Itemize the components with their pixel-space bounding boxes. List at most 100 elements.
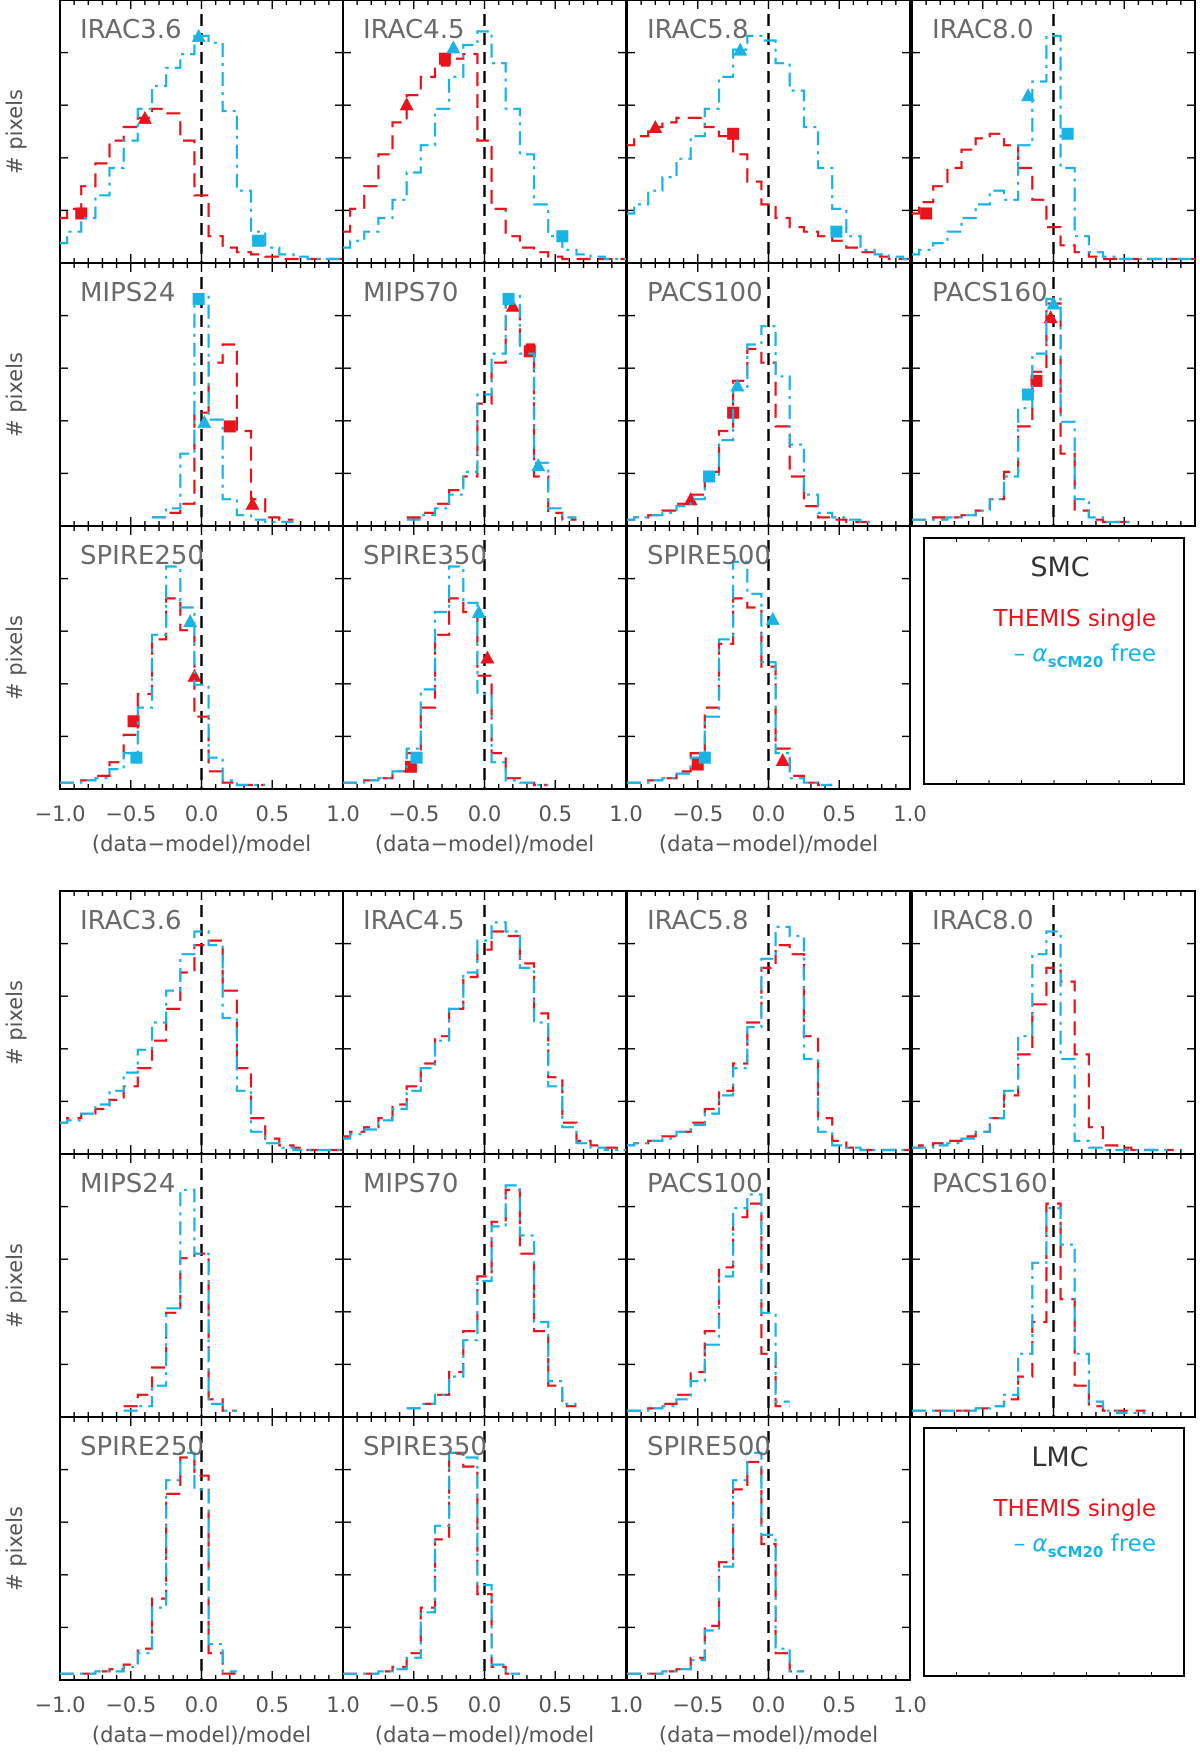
themis-single-series — [343, 597, 549, 787]
x-tick-label: −1.0 — [35, 1693, 86, 1717]
alpha-free-series — [912, 297, 1132, 524]
triangle-marker — [183, 614, 198, 628]
panel-irac3.6: IRAC3.6 — [59, 0, 344, 264]
panel-label: IRAC3.6 — [80, 15, 182, 45]
themis-single-series — [406, 1188, 577, 1410]
y-axis-title: # pixels — [3, 1243, 27, 1328]
x-axis-title: (data−model)/model — [92, 1723, 311, 1747]
alpha-free-series — [627, 1193, 790, 1412]
panel-label: SPIRE500 — [647, 1432, 771, 1462]
panel-irac5.8: IRAC5.8 — [626, 0, 911, 264]
square-marker — [130, 751, 143, 764]
panel-label: MIPS70 — [363, 278, 458, 308]
alpha-free-series — [912, 930, 1174, 1152]
panel-pacs160: PACS160 — [911, 1153, 1196, 1418]
panel-spire350: SPIRE350 — [342, 1416, 627, 1681]
x-tick-label: −0.5 — [672, 802, 723, 826]
triangle-marker — [187, 668, 202, 682]
panel-pacs160: PACS160 — [911, 262, 1196, 527]
panel-irac8.0: IRAC8.0 — [911, 0, 1196, 264]
figure-block-smc: # pixels # pixels # pixels IRAC3.6 IRAC4.5 IR… — [3, 0, 1196, 856]
x-tick-label: 0.0 — [752, 802, 785, 826]
panel-irac5.8: IRAC5.8 — [626, 890, 911, 1155]
alpha-free-series — [60, 930, 343, 1152]
panel-label: IRAC5.8 — [647, 15, 749, 45]
panel-label: SPIRE350 — [363, 1432, 487, 1462]
themis-single-series — [912, 966, 1174, 1152]
panel-label: SPIRE500 — [647, 541, 771, 571]
figure-block-lmc: # pixels # pixels # pixels IRAC3.6 IRAC4.5 IR… — [3, 890, 1196, 1747]
panel-spire500: SPIRE500 — [626, 525, 911, 790]
x-axis-title: (data−model)/model — [659, 832, 878, 856]
square-marker — [410, 751, 423, 764]
themis-single-series — [152, 343, 294, 521]
panel-spire250: SPIRE250 — [59, 1416, 344, 1681]
alpha-symbol: α — [1032, 1531, 1047, 1557]
triangle-marker — [191, 28, 206, 42]
panel-mips70: MIPS70 — [342, 1153, 627, 1418]
panel-spire500: SPIRE500 — [626, 1416, 911, 1681]
square-marker — [75, 207, 88, 220]
panel-pacs100: PACS100 — [626, 1153, 911, 1418]
y-axis-title: # pixels — [3, 352, 27, 437]
panel-label: IRAC8.0 — [932, 15, 1034, 45]
panel-label: IRAC4.5 — [363, 906, 465, 936]
alpha-free-series — [406, 1184, 577, 1410]
triangle-marker — [480, 650, 495, 664]
panel-label: MIPS24 — [80, 278, 175, 308]
alpha-free-series — [343, 1451, 520, 1675]
x-tick-label: 1.0 — [893, 1693, 926, 1717]
panel-pacs100: PACS100 — [626, 262, 911, 527]
x-tick-label: 0.0 — [185, 1693, 218, 1717]
square-marker — [438, 52, 451, 65]
x-tick-label: 1.0 — [326, 1693, 359, 1717]
legend-suffix: free — [1103, 641, 1156, 667]
triangle-marker — [1043, 310, 1058, 324]
panel-label: IRAC3.6 — [80, 906, 182, 936]
themis-single-series — [343, 1451, 520, 1675]
themis-single-series — [60, 939, 343, 1152]
legend-title: LMC — [1031, 1442, 1088, 1473]
triangle-marker — [446, 40, 461, 54]
triangle-marker — [245, 496, 260, 510]
triangle-marker — [399, 97, 414, 111]
themis-single-series — [627, 1460, 804, 1675]
x-tick-label: 0.5 — [256, 802, 289, 826]
panel-label: PACS100 — [647, 278, 763, 308]
legend-entry-themis: THEMIS single — [992, 1496, 1156, 1522]
legend-subscript: sCM20 — [1048, 653, 1104, 671]
themis-single-series — [912, 1202, 1146, 1412]
panel-label: MIPS70 — [363, 1169, 458, 1199]
x-tick-label: −0.5 — [105, 1693, 156, 1717]
themis-single-series — [343, 53, 626, 261]
square-marker — [127, 715, 140, 728]
panel-irac3.6: IRAC3.6 — [59, 890, 344, 1155]
square-marker — [252, 234, 265, 247]
legend-prefix: – — [1014, 1531, 1033, 1557]
y-axis-title: # pixels — [3, 980, 27, 1065]
alpha-free-series — [123, 1188, 237, 1412]
x-tick-label: 0.5 — [823, 1693, 856, 1717]
triangle-marker — [683, 492, 698, 506]
x-tick-label: 0.0 — [468, 802, 501, 826]
triangle-marker — [197, 414, 212, 428]
panel-spire350: SPIRE350 — [342, 525, 627, 790]
x-tick-label: 0.0 — [752, 1693, 785, 1717]
legend-title: SMC — [1030, 552, 1089, 583]
themis-single-series — [912, 132, 1195, 261]
square-marker — [192, 292, 205, 305]
legend-entry-themis: THEMIS single — [992, 606, 1156, 632]
triangle-marker — [775, 752, 790, 766]
square-marker — [703, 470, 716, 483]
alpha-free-series — [406, 293, 577, 521]
x-tick-label: −0.5 — [672, 1693, 723, 1717]
square-marker — [1061, 127, 1074, 140]
panel-label: PACS160 — [932, 278, 1048, 308]
x-axis-title: (data−model)/model — [92, 832, 311, 856]
legend-prefix: – — [1014, 641, 1033, 667]
panel-mips24: MIPS24 — [59, 262, 344, 527]
triangle-marker — [1046, 296, 1061, 310]
alpha-free-series — [627, 925, 910, 1152]
x-tick-label: 0.5 — [256, 1693, 289, 1717]
x-tick-label: −1.0 — [35, 802, 86, 826]
